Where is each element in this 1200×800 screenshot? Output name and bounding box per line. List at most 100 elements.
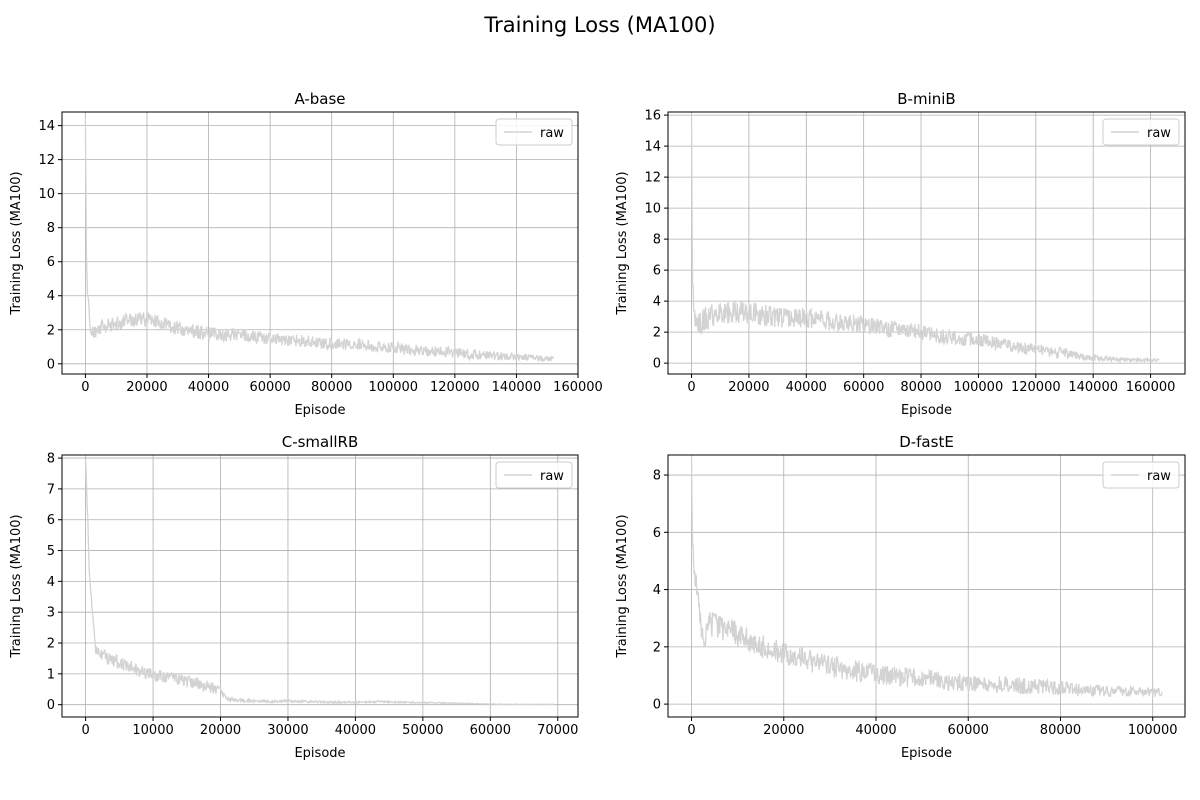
x-axis-label: Episode	[294, 403, 345, 418]
x-tick-label: 0	[81, 380, 89, 395]
x-tick-label: 100000	[368, 380, 418, 395]
legend: raw	[1102, 461, 1180, 489]
series-line-raw	[84, 459, 555, 706]
x-tick-label: 160000	[553, 380, 603, 395]
x-tick-label: 20000	[728, 380, 769, 395]
axes-frame	[61, 111, 579, 375]
x-tick-label: 20000	[200, 723, 241, 738]
x-tick-label: 40000	[335, 723, 376, 738]
y-tick-label: 1	[47, 667, 55, 682]
y-tick-label: 2	[47, 637, 55, 652]
x-tick-label: 70000	[537, 723, 578, 738]
legend-label-raw: raw	[1147, 126, 1171, 141]
y-tick-label: 10	[38, 187, 55, 202]
y-tick-label: 6	[47, 255, 55, 270]
y-tick-label: 14	[38, 119, 55, 134]
y-tick-label: 0	[653, 698, 661, 713]
y-tick-label: 2	[47, 323, 55, 338]
y-tick-label: 6	[47, 513, 55, 528]
series-line-raw	[84, 117, 554, 363]
x-tick-label: 20000	[763, 723, 804, 738]
x-tick-label: 100000	[954, 380, 1004, 395]
x-axis-label: Episode	[901, 403, 952, 418]
subplot-title: B-miniB	[897, 90, 955, 108]
y-tick-label: 5	[47, 544, 55, 559]
x-tick-label: 0	[687, 723, 695, 738]
y-tick-label: 12	[38, 153, 55, 168]
y-tick-label: 8	[47, 452, 55, 467]
x-tick-label: 0	[687, 380, 695, 395]
legend: raw	[1102, 118, 1180, 146]
series-line-raw	[690, 114, 1160, 365]
legend-box	[495, 118, 573, 146]
series-line-raw	[690, 455, 1163, 698]
x-axis-label: Episode	[294, 746, 345, 761]
axes-frame	[667, 111, 1186, 375]
figure-title: Training Loss (MA100)	[483, 13, 715, 37]
axes-frame	[667, 454, 1186, 718]
x-tick-label: 100000	[1128, 723, 1178, 738]
y-axis-label: Training Loss (MA100)	[615, 514, 630, 658]
y-tick-label: 7	[47, 482, 55, 497]
y-tick-label: 16	[644, 109, 661, 124]
x-tick-label: 0	[81, 723, 89, 738]
y-tick-label: 14	[644, 140, 661, 155]
y-tick-label: 8	[653, 469, 661, 484]
x-tick-label: 80000	[1040, 723, 1081, 738]
y-axis-label: Training Loss (MA100)	[9, 514, 24, 658]
legend: raw	[495, 118, 573, 146]
x-tick-label: 120000	[1011, 380, 1061, 395]
y-tick-label: 3	[47, 606, 55, 621]
y-tick-label: 4	[47, 575, 55, 590]
x-tick-label: 30000	[267, 723, 308, 738]
y-tick-label: 4	[47, 289, 55, 304]
y-tick-label: 4	[653, 583, 661, 598]
y-axis-label: Training Loss (MA100)	[615, 171, 630, 315]
legend-label-raw: raw	[540, 126, 564, 141]
axes-frame	[61, 454, 579, 718]
x-tick-label: 50000	[402, 723, 443, 738]
y-axis-label: Training Loss (MA100)	[9, 171, 24, 315]
subplot-3: 0 10000 20000 30000 40000 50000 60000 70000 0 1 2 3…	[9, 433, 579, 761]
x-tick-label: 140000	[492, 380, 542, 395]
x-tick-label: 40000	[188, 380, 229, 395]
y-tick-label: 8	[47, 221, 55, 236]
y-tick-label: 10	[644, 202, 661, 217]
legend: raw	[495, 461, 573, 489]
subplot-2: 0 20000 40000 60000 80000 100000 120000 140000 1…	[615, 90, 1186, 418]
x-tick-label: 80000	[311, 380, 352, 395]
y-tick-label: 0	[47, 698, 55, 713]
x-tick-label: 60000	[470, 723, 511, 738]
y-tick-label: 12	[644, 171, 661, 186]
x-tick-label: 120000	[430, 380, 480, 395]
subplot-4: 0 20000 40000 60000 80000 100000 0 2 4 6 8 D-fastE E…	[615, 433, 1186, 761]
legend-box	[1102, 461, 1180, 489]
subplot-1: 0 20000 40000 60000 80000 100000 120000 140000 1…	[9, 90, 603, 418]
subplot-title: D-fastE	[899, 433, 954, 451]
x-tick-label: 60000	[948, 723, 989, 738]
x-tick-label: 40000	[855, 723, 896, 738]
x-axis-label: Episode	[901, 746, 952, 761]
y-tick-label: 2	[653, 640, 661, 655]
y-tick-label: 8	[653, 233, 661, 248]
y-tick-label: 0	[47, 357, 55, 372]
x-tick-label: 140000	[1068, 380, 1118, 395]
subplot-title: C-smallRB	[282, 433, 359, 451]
y-tick-label: 6	[653, 264, 661, 279]
legend-label-raw: raw	[540, 469, 564, 484]
x-tick-label: 10000	[132, 723, 173, 738]
y-tick-label: 2	[653, 326, 661, 341]
legend-label-raw: raw	[1147, 469, 1171, 484]
legend-box	[1102, 118, 1180, 146]
legend-box	[495, 461, 573, 489]
x-tick-label: 60000	[843, 380, 884, 395]
y-tick-label: 4	[653, 295, 661, 310]
x-tick-label: 160000	[1126, 380, 1176, 395]
y-tick-label: 0	[653, 357, 661, 372]
x-tick-label: 40000	[786, 380, 827, 395]
y-tick-label: 6	[653, 526, 661, 541]
subplot-title: A-base	[294, 90, 345, 108]
x-tick-label: 60000	[249, 380, 290, 395]
x-tick-label: 80000	[900, 380, 941, 395]
